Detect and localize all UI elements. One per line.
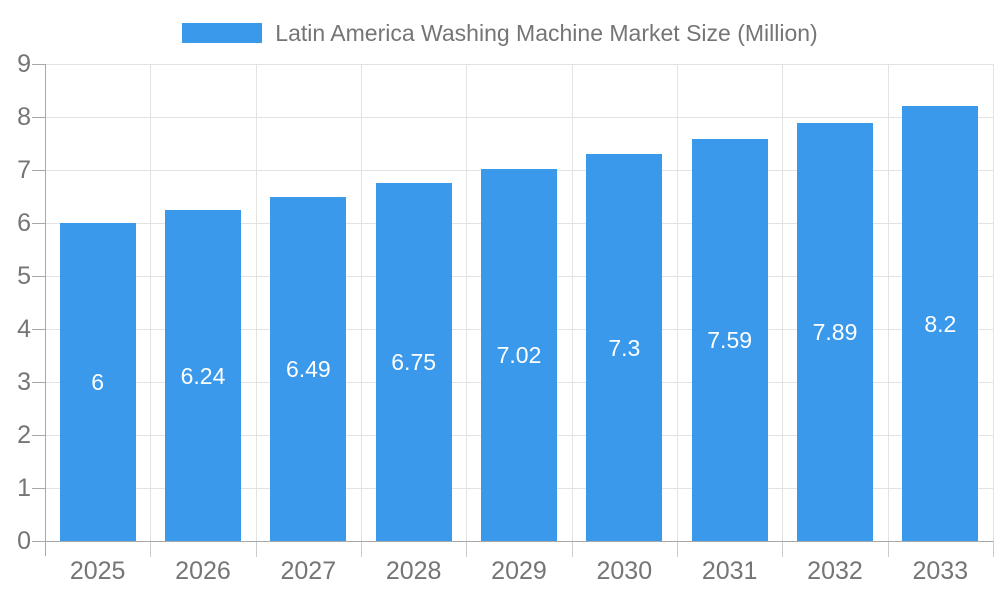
x-axis-tick bbox=[887, 541, 889, 557]
bar-value-label: 6.75 bbox=[391, 349, 437, 376]
bar-2030[interactable] bbox=[586, 154, 663, 541]
h-gridline bbox=[45, 64, 993, 65]
y-axis-tick bbox=[32, 276, 45, 277]
legend-swatch bbox=[182, 23, 263, 43]
x-tick-label: 2028 bbox=[385, 557, 442, 585]
x-tick-label: 2031 bbox=[701, 557, 758, 585]
v-gridline bbox=[361, 64, 362, 541]
h-gridline bbox=[45, 117, 993, 118]
y-tick-label: 2 bbox=[17, 421, 31, 449]
x-axis-tick bbox=[993, 541, 994, 557]
y-axis-tick bbox=[32, 223, 45, 224]
bar-value-label: 6.49 bbox=[285, 356, 331, 382]
bar-2029[interactable] bbox=[481, 168, 557, 541]
x-tick-label: 2027 bbox=[280, 557, 337, 585]
bar-2031[interactable] bbox=[691, 138, 768, 541]
x-axis-tick bbox=[150, 541, 152, 557]
bar-2028[interactable] bbox=[375, 183, 452, 541]
y-axis-tick bbox=[32, 488, 45, 489]
legend[interactable]: Latin America Washing Machine Market Siz… bbox=[0, 14, 1000, 52]
x-axis-tick bbox=[361, 541, 362, 557]
bar-value-label: 6.24 bbox=[180, 362, 226, 389]
v-gridline bbox=[466, 64, 468, 541]
y-tick-label: 4 bbox=[17, 315, 31, 343]
bar-2032[interactable] bbox=[797, 122, 873, 541]
x-tick-label: 2030 bbox=[596, 557, 653, 585]
v-gridline bbox=[677, 64, 678, 541]
x-axis-tick bbox=[255, 541, 257, 557]
bar-2025[interactable] bbox=[59, 223, 136, 541]
bar-2033[interactable] bbox=[902, 106, 979, 541]
y-axis-tick bbox=[32, 64, 45, 65]
y-axis-tick bbox=[32, 435, 45, 436]
bar-value-label: 8.2 bbox=[924, 310, 957, 337]
y-tick-label: 7 bbox=[17, 156, 31, 184]
y-tick-label: 0 bbox=[17, 527, 31, 555]
y-axis-line bbox=[45, 64, 46, 556]
y-tick-label: 6 bbox=[17, 209, 31, 237]
legend-label: Latin America Washing Machine Market Siz… bbox=[275, 19, 818, 46]
y-tick-label: 5 bbox=[17, 262, 31, 290]
v-gridline bbox=[993, 64, 994, 541]
x-tick-label: 2026 bbox=[175, 557, 231, 585]
y-axis-tick bbox=[32, 541, 45, 542]
x-tick-label: 2032 bbox=[807, 557, 863, 585]
bar-value-label: 7.02 bbox=[496, 341, 542, 368]
bar-value-label: 6 bbox=[91, 369, 105, 395]
y-tick-label: 1 bbox=[17, 474, 31, 502]
y-axis-tick bbox=[32, 329, 45, 330]
y-axis-tick bbox=[32, 382, 45, 383]
x-tick-label: 2033 bbox=[912, 557, 969, 585]
x-axis-tick bbox=[677, 541, 678, 557]
x-axis-tick bbox=[466, 541, 468, 557]
x-axis-tick bbox=[782, 541, 784, 557]
x-tick-label: 2029 bbox=[491, 557, 547, 585]
v-gridline bbox=[150, 64, 152, 541]
v-gridline bbox=[782, 64, 784, 541]
bar-value-label: 7.3 bbox=[608, 334, 641, 361]
x-axis-tick bbox=[571, 541, 573, 557]
y-axis-tick bbox=[32, 170, 45, 171]
y-tick-label: 9 bbox=[17, 50, 31, 78]
x-tick-label: 2025 bbox=[69, 557, 126, 585]
bar-2027[interactable] bbox=[270, 197, 347, 541]
y-tick-label: 8 bbox=[17, 103, 31, 131]
y-tick-label: 3 bbox=[17, 368, 31, 396]
y-axis-tick bbox=[32, 117, 45, 118]
v-gridline bbox=[887, 64, 889, 541]
x-axis-line bbox=[45, 541, 993, 542]
v-gridline bbox=[571, 64, 573, 541]
bar-value-label: 7.89 bbox=[812, 318, 858, 345]
bar-value-label: 7.59 bbox=[707, 326, 753, 353]
bar-2026[interactable] bbox=[165, 210, 241, 541]
v-gridline bbox=[255, 64, 257, 541]
